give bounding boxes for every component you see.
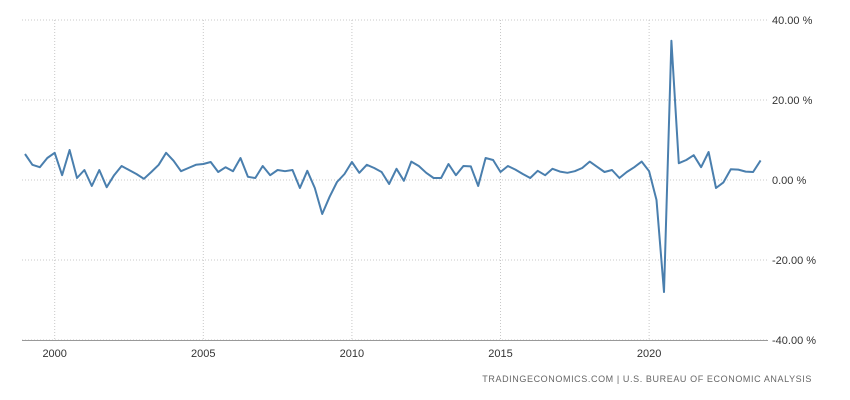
x-tick-label: 2010: [340, 348, 364, 360]
x-tick-label: 2020: [637, 348, 661, 360]
source-attribution: TRADINGECONOMICS.COM | U.S. BUREAU OF EC…: [482, 374, 812, 384]
horizontal-gridlines: [22, 19, 768, 341]
x-tick-label: 2015: [488, 348, 512, 360]
y-tick-label: 40.00 %: [772, 15, 813, 27]
y-tick-label: -40.00 %: [772, 335, 816, 347]
x-tick-labels: 2000 2005 2010 2015 2020: [42, 348, 661, 360]
y-tick-label: -20.00 %: [772, 255, 816, 267]
y-tick-label: 20.00 %: [772, 95, 813, 107]
x-tick-label: 2000: [42, 348, 66, 360]
y-tick-labels: 40.00 % 20.00 % 0.00 % -20.00 % -40.00 %: [772, 15, 816, 347]
x-tick-label: 2005: [191, 348, 215, 360]
series-line: [24, 39, 762, 293]
y-tick-label: 0.00 %: [772, 175, 806, 187]
